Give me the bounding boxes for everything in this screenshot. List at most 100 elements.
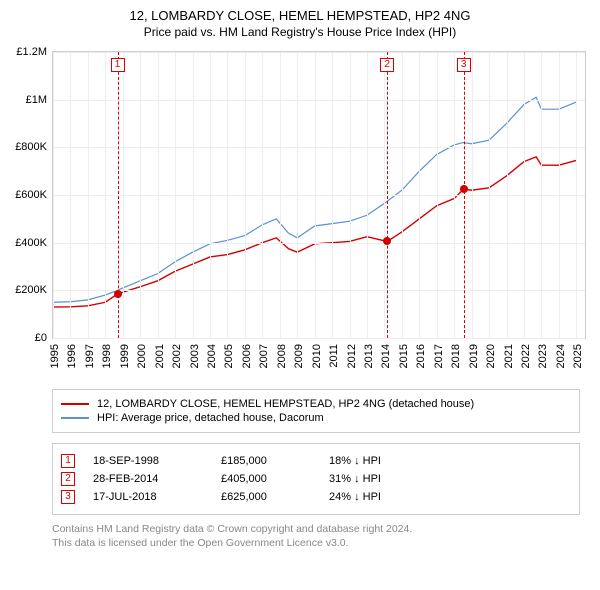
sale-date: 17-JUL-2018 — [93, 491, 203, 503]
event-badge: 3 — [457, 58, 471, 72]
x-tick-label: 2010 — [311, 344, 323, 368]
x-tick-label: 2007 — [258, 344, 270, 368]
sales-row: 3 17-JUL-2018 £625,000 24% ↓ HPI — [61, 490, 571, 504]
legend-swatch — [61, 417, 89, 419]
gridline — [576, 52, 577, 338]
sale-price: £185,000 — [221, 455, 311, 467]
gridline — [332, 52, 333, 338]
x-tick-label: 2024 — [555, 344, 567, 368]
gridline — [53, 100, 585, 101]
gridline — [193, 52, 194, 338]
y-tick-label: £1.2M — [16, 46, 47, 58]
gridline — [559, 52, 560, 338]
x-tick-label: 2011 — [328, 344, 340, 368]
gridline — [53, 52, 54, 338]
x-tick-label: 1996 — [66, 344, 78, 368]
gridline — [419, 52, 420, 338]
gridline — [53, 290, 585, 291]
gridline — [53, 195, 585, 196]
legend: 12, LOMBARDY CLOSE, HEMEL HEMPSTEAD, HP2… — [52, 389, 580, 433]
x-tick-label: 1998 — [101, 344, 113, 368]
gridline — [70, 52, 71, 338]
sale-badge: 1 — [61, 454, 75, 468]
legend-item: 12, LOMBARDY CLOSE, HEMEL HEMPSTEAD, HP2… — [61, 398, 571, 410]
sale-price: £625,000 — [221, 491, 311, 503]
plot-area: £0£200K£400K£600K£800K£1M£1.2M1995199619… — [52, 51, 586, 339]
x-tick-label: 2001 — [154, 344, 166, 368]
x-tick-label: 2020 — [485, 344, 497, 368]
sale-marker — [114, 290, 122, 298]
gridline — [454, 52, 455, 338]
gridline — [227, 52, 228, 338]
gridline — [53, 147, 585, 148]
y-tick-label: £800K — [15, 141, 47, 153]
x-tick-label: 2025 — [572, 344, 584, 368]
gridline — [367, 52, 368, 338]
x-tick-label: 2000 — [136, 344, 148, 368]
x-tick-label: 2013 — [363, 344, 375, 368]
x-tick-label: 1999 — [119, 344, 131, 368]
sale-diff: 31% ↓ HPI — [329, 473, 571, 485]
x-tick-label: 2019 — [468, 344, 480, 368]
x-tick-label: 2003 — [189, 344, 201, 368]
gridline — [489, 52, 490, 338]
gridline — [123, 52, 124, 338]
y-tick-label: £400K — [15, 237, 47, 249]
sale-date: 28-FEB-2014 — [93, 473, 203, 485]
sale-badge: 3 — [61, 490, 75, 504]
sale-badge: 2 — [61, 472, 75, 486]
event-line — [387, 52, 388, 338]
footnote: Contains HM Land Registry data © Crown c… — [52, 523, 580, 550]
sales-row: 1 18-SEP-1998 £185,000 18% ↓ HPI — [61, 454, 571, 468]
sale-date: 18-SEP-1998 — [93, 455, 203, 467]
legend-label: HPI: Average price, detached house, Daco… — [97, 412, 324, 424]
x-tick-label: 2004 — [206, 344, 218, 368]
gridline — [158, 52, 159, 338]
sales-table: 1 18-SEP-1998 £185,000 18% ↓ HPI 2 28-FEB-201… — [52, 443, 580, 515]
x-tick-label: 2021 — [503, 344, 515, 368]
y-tick-label: £0 — [35, 332, 47, 344]
gridline — [297, 52, 298, 338]
sale-diff: 18% ↓ HPI — [329, 455, 571, 467]
event-line — [464, 52, 465, 338]
event-badge: 1 — [111, 58, 125, 72]
x-tick-label: 2008 — [276, 344, 288, 368]
x-tick-label: 2017 — [433, 344, 445, 368]
y-tick-label: £600K — [15, 189, 47, 201]
gridline — [105, 52, 106, 338]
sale-diff: 24% ↓ HPI — [329, 491, 571, 503]
gridline — [88, 52, 89, 338]
chart: £0£200K£400K£600K£800K£1M£1.2M1995199619… — [52, 51, 586, 339]
sale-marker — [383, 237, 391, 245]
page-title: 12, LOMBARDY CLOSE, HEMEL HEMPSTEAD, HP2… — [10, 8, 590, 23]
x-tick-label: 1995 — [49, 344, 61, 368]
gridline — [175, 52, 176, 338]
gridline — [262, 52, 263, 338]
gridline — [524, 52, 525, 338]
event-badge: 2 — [380, 58, 394, 72]
x-tick-label: 2006 — [241, 344, 253, 368]
footnote-line: Contains HM Land Registry data © Crown c… — [52, 523, 580, 537]
gridline — [53, 338, 585, 339]
sales-row: 2 28-FEB-2014 £405,000 31% ↓ HPI — [61, 472, 571, 486]
x-tick-label: 2009 — [293, 344, 305, 368]
gridline — [53, 52, 585, 53]
legend-item: HPI: Average price, detached house, Daco… — [61, 412, 571, 424]
x-tick-label: 1997 — [84, 344, 96, 368]
sale-price: £405,000 — [221, 473, 311, 485]
gridline — [507, 52, 508, 338]
sale-marker — [460, 185, 468, 193]
gridline — [315, 52, 316, 338]
x-tick-label: 2016 — [415, 344, 427, 368]
x-tick-label: 2022 — [520, 344, 532, 368]
legend-label: 12, LOMBARDY CLOSE, HEMEL HEMPSTEAD, HP2… — [97, 398, 474, 410]
x-tick-label: 2002 — [171, 344, 183, 368]
x-tick-label: 2015 — [398, 344, 410, 368]
gridline — [245, 52, 246, 338]
gridline — [280, 52, 281, 338]
x-tick-label: 2023 — [537, 344, 549, 368]
gridline — [53, 243, 585, 244]
gridline — [541, 52, 542, 338]
x-tick-label: 2005 — [223, 344, 235, 368]
gridline — [210, 52, 211, 338]
